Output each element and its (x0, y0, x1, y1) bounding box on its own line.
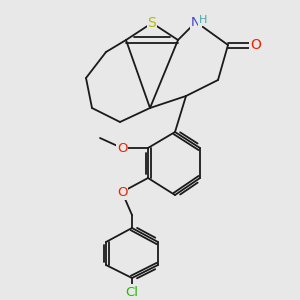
Text: H: H (199, 15, 207, 25)
Text: Cl: Cl (125, 286, 139, 298)
Text: O: O (117, 142, 127, 154)
Text: O: O (117, 185, 127, 199)
Text: N: N (191, 16, 201, 28)
Text: O: O (250, 38, 261, 52)
Text: S: S (148, 16, 156, 30)
